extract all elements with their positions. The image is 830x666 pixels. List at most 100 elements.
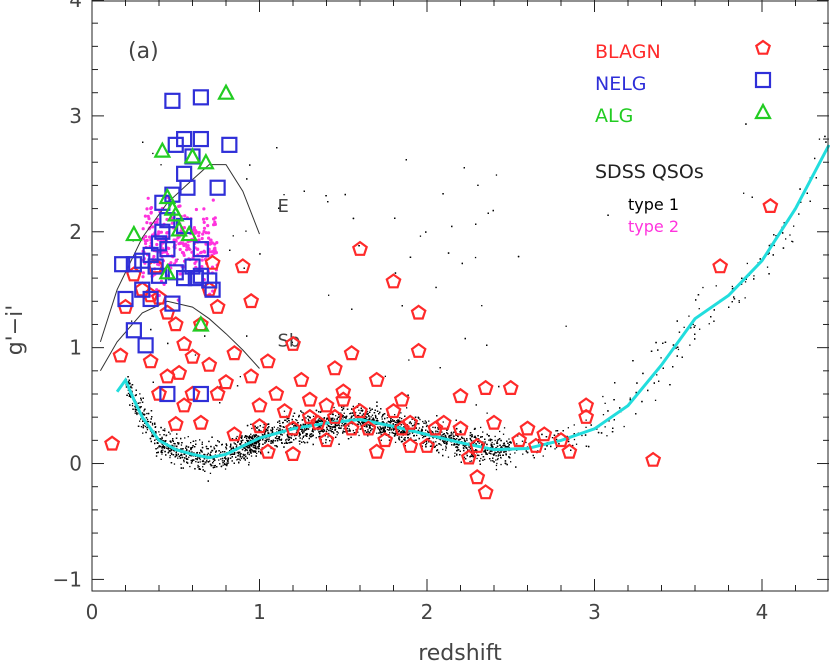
qso-type1-dot bbox=[296, 419, 298, 422]
qso-type1-dot bbox=[248, 435, 251, 437]
qso-type1-dot bbox=[484, 458, 486, 461]
qso-type1-dot bbox=[253, 443, 256, 445]
qso-type1-dot bbox=[436, 415, 438, 417]
qso-type1-dot bbox=[669, 384, 671, 386]
qso-type1-dot bbox=[259, 439, 262, 441]
qso-type1-dot bbox=[403, 426, 405, 428]
qso-type1-dot bbox=[468, 446, 470, 448]
qso-type1-dot bbox=[147, 412, 150, 415]
qso-type1-dot bbox=[367, 435, 369, 437]
qso-type1-dot bbox=[194, 354, 197, 356]
qso-type1-dot bbox=[267, 427, 269, 429]
qso-type1-dot bbox=[287, 435, 289, 438]
qso-type1-dot bbox=[459, 431, 461, 433]
qso-type1-dot bbox=[231, 460, 233, 462]
qso-type1-dot bbox=[514, 452, 516, 454]
qso-type1-dot bbox=[299, 434, 301, 436]
qso-type1-dot bbox=[186, 449, 188, 452]
qso-type1-dot bbox=[161, 446, 164, 448]
qso-type1-dot bbox=[272, 431, 274, 434]
qso-type1-dot bbox=[432, 432, 434, 434]
qso-type1-dot bbox=[169, 456, 171, 459]
qso-type1-dot bbox=[141, 412, 144, 414]
qso-type1-dot bbox=[463, 437, 465, 440]
qso-type1-dot bbox=[454, 444, 456, 446]
qso-type1-dot bbox=[303, 190, 305, 192]
qso-type1-dot bbox=[333, 432, 335, 434]
qso-type1-dot bbox=[489, 450, 491, 452]
qso-type1-dot bbox=[490, 443, 492, 445]
qso-type1-dot bbox=[231, 438, 234, 440]
qso-type1-dot bbox=[202, 469, 204, 471]
qso-type1-dot bbox=[449, 435, 452, 437]
qso-type1-dot bbox=[171, 444, 173, 446]
qso-type1-dot bbox=[309, 435, 311, 437]
qso-type1-dot bbox=[375, 416, 377, 419]
qso-type1-dot bbox=[246, 424, 249, 427]
qso-type1-dot bbox=[199, 439, 201, 441]
qso-type1-dot bbox=[525, 450, 527, 452]
qso-type1-dot bbox=[475, 443, 477, 445]
qso-type1-dot bbox=[462, 447, 465, 449]
qso-type1-dot bbox=[400, 424, 402, 426]
qso-type1-dot bbox=[345, 417, 347, 419]
qso-type1-dot bbox=[248, 436, 250, 439]
qso-type1-dot bbox=[254, 451, 256, 453]
qso-type1-dot bbox=[783, 222, 785, 224]
qso-type1-dot bbox=[136, 412, 138, 415]
qso-type1-dot bbox=[425, 231, 427, 233]
qso-type1-dot bbox=[509, 441, 511, 443]
qso-type1-dot bbox=[522, 453, 524, 455]
qso-type1-dot bbox=[170, 441, 172, 443]
qso-type1-dot bbox=[337, 432, 339, 434]
qso-type1-dot bbox=[175, 451, 177, 453]
qso-type1-dot bbox=[352, 429, 354, 432]
qso-type1-dot bbox=[321, 420, 324, 422]
qso-type1-dot bbox=[229, 457, 232, 459]
qso-type1-dot bbox=[299, 437, 301, 439]
qso-type1-dot bbox=[298, 414, 300, 417]
qso-type1-dot bbox=[503, 450, 505, 453]
qso-type1-dot bbox=[507, 442, 509, 444]
qso-type1-dot bbox=[271, 427, 273, 429]
qso-type1-dot bbox=[378, 432, 380, 434]
qso-type1-dot bbox=[336, 418, 338, 420]
qso-type1-dot bbox=[295, 431, 298, 434]
qso-type1-dot bbox=[135, 394, 137, 396]
qso-type1-dot bbox=[197, 461, 199, 463]
qso-type1-dot bbox=[258, 443, 260, 446]
qso-type1-dot bbox=[189, 465, 191, 468]
qso-type1-dot bbox=[326, 424, 328, 426]
qso-type1-dot bbox=[271, 430, 273, 432]
qso-type1-dot bbox=[378, 428, 380, 430]
qso-type1-dot bbox=[361, 414, 363, 416]
qso-type1-dot bbox=[708, 323, 710, 325]
qso-type1-dot bbox=[461, 262, 463, 265]
qso-type1-dot bbox=[254, 436, 256, 438]
qso-type1-dot bbox=[291, 341, 293, 343]
qso-type1-dot bbox=[699, 328, 701, 330]
qso-type1-dot bbox=[178, 442, 180, 444]
qso-type1-dot bbox=[386, 428, 388, 431]
qso-type1-dot bbox=[390, 420, 392, 423]
qso-type1-dot bbox=[163, 440, 165, 442]
qso-type1-dot bbox=[249, 164, 251, 166]
qso-type1-dot bbox=[188, 450, 190, 452]
qso-type1-dot bbox=[341, 423, 343, 425]
qso-type1-dot bbox=[254, 434, 256, 436]
qso-type1-dot bbox=[226, 462, 228, 464]
qso-type1-dot bbox=[208, 440, 210, 443]
qso-type1-dot bbox=[215, 444, 217, 446]
qso-type1-dot bbox=[408, 433, 410, 436]
qso-type1-dot bbox=[611, 431, 614, 433]
qso-type1-dot bbox=[190, 442, 192, 444]
qso-type1-dot bbox=[397, 425, 400, 427]
qso-type1-dot bbox=[125, 386, 128, 388]
qso-type1-dot bbox=[369, 411, 371, 413]
qso-type1-dot bbox=[232, 446, 234, 448]
qso-type1-dot bbox=[258, 440, 260, 442]
qso-type1-dot bbox=[650, 350, 653, 352]
qso-type1-dot bbox=[139, 402, 141, 404]
qso-type1-dot bbox=[363, 418, 366, 420]
qso-type1-dot bbox=[224, 462, 226, 464]
